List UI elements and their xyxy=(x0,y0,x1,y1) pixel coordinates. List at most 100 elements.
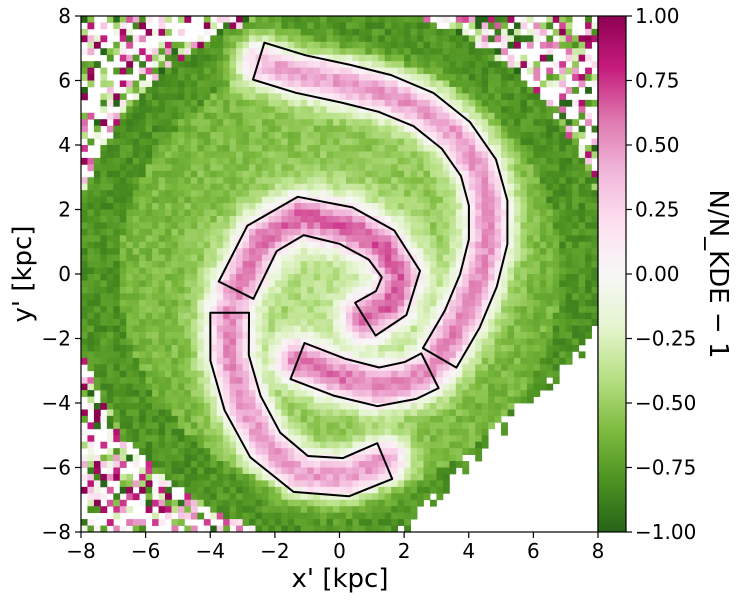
heatmap-cell xyxy=(358,383,366,391)
heatmap-cell xyxy=(158,383,166,391)
heatmap-cell xyxy=(507,209,515,217)
heatmap-cell xyxy=(391,80,399,88)
heatmap-cell xyxy=(391,519,399,526)
heatmap-cell xyxy=(197,164,205,172)
heatmap-cell xyxy=(145,364,153,372)
heatmap-cell xyxy=(106,377,114,385)
heatmap-cell xyxy=(152,390,159,397)
heatmap-cell xyxy=(300,370,308,378)
heatmap-cell xyxy=(404,325,411,333)
heatmap-cell xyxy=(171,132,179,139)
heatmap-cell xyxy=(371,519,379,526)
heatmap-cell xyxy=(119,428,127,436)
heatmap-cell xyxy=(423,28,431,36)
heatmap-cell xyxy=(345,486,353,494)
heatmap-cell xyxy=(501,261,508,268)
heatmap-cell xyxy=(274,48,282,56)
heatmap-cell xyxy=(423,435,431,443)
heatmap-cell xyxy=(449,403,457,410)
heatmap-cell xyxy=(281,383,289,391)
heatmap-cell xyxy=(210,183,218,191)
heatmap-cell xyxy=(345,383,353,391)
heatmap-cell xyxy=(255,493,263,501)
heatmap-cell xyxy=(165,112,172,120)
heatmap-cell xyxy=(268,228,276,236)
heatmap-cell xyxy=(190,203,198,210)
heatmap-cell xyxy=(236,74,243,81)
heatmap-cell xyxy=(307,357,315,365)
heatmap-cell xyxy=(404,415,411,423)
heatmap-cell xyxy=(423,267,431,275)
heatmap-cell xyxy=(281,493,289,501)
heatmap-cell xyxy=(501,241,508,249)
heatmap-cell xyxy=(223,467,231,475)
heatmap-cell xyxy=(113,512,121,520)
heatmap-cell xyxy=(158,293,166,301)
heatmap-cell xyxy=(333,132,340,139)
heatmap-cell xyxy=(203,383,211,391)
heatmap-cell xyxy=(384,209,392,217)
heatmap-cell xyxy=(371,499,379,507)
heatmap-cell xyxy=(320,435,327,443)
heatmap-cell xyxy=(171,86,179,94)
heatmap-cell xyxy=(333,480,340,488)
heatmap-cell xyxy=(132,93,140,101)
heatmap-cell xyxy=(358,28,366,36)
heatmap-cell xyxy=(203,93,211,101)
heatmap-cell xyxy=(339,319,347,326)
heatmap-cell xyxy=(320,390,327,397)
heatmap-cell xyxy=(488,357,495,365)
heatmap-cell xyxy=(436,364,444,372)
heatmap-cell xyxy=(326,215,334,223)
heatmap-cell xyxy=(197,338,205,346)
heatmap-cell xyxy=(352,506,360,514)
heatmap-cell xyxy=(274,286,282,294)
heatmap-cell xyxy=(307,396,315,404)
heatmap-cell xyxy=(152,235,159,243)
heatmap-cell xyxy=(507,370,515,378)
heatmap-cell xyxy=(410,280,418,288)
heatmap-cell xyxy=(281,61,289,68)
heatmap-cell xyxy=(507,254,515,262)
heatmap-cell xyxy=(384,132,392,139)
heatmap-cell xyxy=(339,383,347,391)
heatmap-cell xyxy=(313,370,321,378)
heatmap-cell xyxy=(378,145,386,152)
heatmap-cell xyxy=(177,209,185,217)
heatmap-cell xyxy=(468,125,476,133)
heatmap-cell xyxy=(339,396,347,404)
heatmap-cell xyxy=(242,164,250,172)
heatmap-cell xyxy=(274,241,282,249)
heatmap-cell xyxy=(184,486,192,494)
heatmap-cell xyxy=(255,370,263,378)
heatmap-cell xyxy=(333,241,340,249)
heatmap-cell xyxy=(184,512,192,520)
heatmap-cell xyxy=(417,16,424,23)
heatmap-cell xyxy=(145,312,153,320)
heatmap-cell xyxy=(378,74,386,81)
heatmap-cell xyxy=(93,261,101,268)
heatmap-cell xyxy=(132,48,140,56)
heatmap-cell xyxy=(132,112,140,120)
heatmap-cell xyxy=(378,41,386,49)
heatmap-cell xyxy=(358,338,366,346)
heatmap-cell xyxy=(417,215,424,223)
heatmap-cell xyxy=(501,428,508,436)
heatmap-cell xyxy=(281,112,289,120)
heatmap-cell xyxy=(307,274,315,281)
heatmap-cell xyxy=(100,228,108,236)
heatmap-cell xyxy=(358,274,366,281)
heatmap-cell xyxy=(236,332,243,339)
heatmap-cell xyxy=(462,241,470,249)
heatmap-cell xyxy=(371,364,379,372)
heatmap-cell xyxy=(300,364,308,372)
heatmap-cell xyxy=(249,370,256,378)
heatmap-cell xyxy=(87,22,95,30)
heatmap-cell xyxy=(268,428,276,436)
heatmap-cell xyxy=(294,28,302,36)
heatmap-cell xyxy=(320,22,327,30)
heatmap-cell xyxy=(177,480,185,488)
heatmap-cell xyxy=(494,203,502,210)
heatmap-cell xyxy=(333,261,340,268)
heatmap-cell xyxy=(190,80,198,88)
